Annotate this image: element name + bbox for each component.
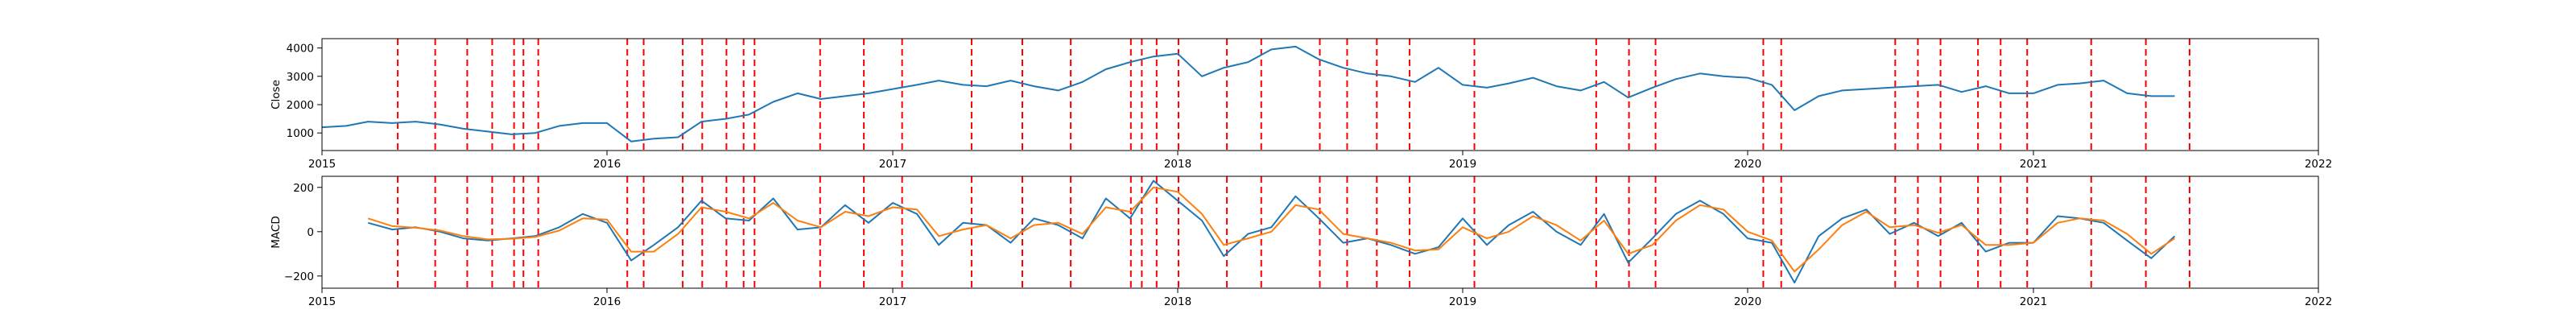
macd-x-tick-label-0: 2015	[308, 295, 336, 308]
macd-series-line-1	[367, 186, 2176, 273]
close-x-tick-label-4: 2019	[1449, 158, 1476, 171]
macd-x-tick-label-4: 2019	[1449, 295, 1476, 308]
close-price-panel: 2015 2016 2017 2018 2019 2020 2021 2022 1000 200…	[270, 38, 2332, 171]
macd-y-tick-label-0: −200	[284, 270, 314, 283]
macd-series	[367, 180, 2176, 284]
close-y-axis-label: Close	[270, 80, 283, 109]
close-x-axis: 2015 2016 2017 2018 2019 2020 2021 2022	[308, 151, 2332, 171]
close-y-tick-label-3: 4000	[287, 43, 314, 56]
close-x-tick-label-2: 2017	[879, 158, 906, 171]
close-y-tick-label-1: 2000	[287, 99, 314, 112]
macd-x-axis: 2015 2016 2017 2018 2019 2020 2021 2022	[308, 288, 2332, 308]
macd-x-tick-label-2: 2017	[879, 295, 906, 308]
close-x-tick-label-1: 2016	[593, 158, 621, 171]
macd-x-tick-label-5: 2020	[1734, 295, 1761, 308]
close-x-tick-label-5: 2020	[1734, 158, 1761, 171]
close-y-axis: 1000 2000 3000 4000	[287, 43, 322, 140]
macd-plot-frame	[321, 175, 2319, 289]
close-x-tick-label-7: 2022	[2305, 158, 2332, 171]
close-y-tick-label-2: 3000	[287, 71, 314, 84]
close-series-line-0	[321, 45, 2175, 142]
macd-y-tick-label-1: 0	[307, 226, 314, 239]
macd-x-tick-label-1: 2016	[593, 295, 621, 308]
macd-panel: 2015 2016 2017 2018 2019 2020 2021 2022 −200 0 20…	[270, 175, 2332, 308]
close-series	[321, 45, 2175, 142]
close-y-tick-label-0: 1000	[287, 127, 314, 140]
macd-y-tick-label-2: 200	[293, 182, 314, 195]
macd-y-axis-label: MACD	[270, 216, 283, 248]
macd-x-tick-label-7: 2022	[2305, 295, 2332, 308]
macd-x-tick-label-6: 2021	[2020, 295, 2047, 308]
close-x-tick-label-0: 2015	[308, 158, 336, 171]
macd-x-tick-label-3: 2018	[1164, 295, 1191, 308]
close-plot-frame	[321, 38, 2319, 151]
macd-y-axis: −200 0 200	[284, 182, 322, 283]
close-x-tick-label-3: 2018	[1164, 158, 1191, 171]
event-markers-top	[397, 39, 2190, 151]
close-x-tick-label-6: 2021	[2020, 158, 2047, 171]
